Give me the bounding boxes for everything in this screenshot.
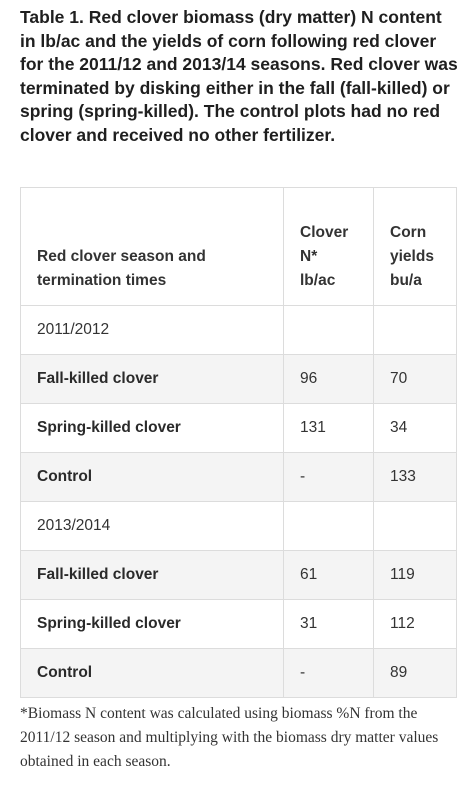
table-cell: 31 [283,599,374,649]
table-cell [373,501,457,551]
data-row: Spring-killed clover 131 34 [20,403,457,453]
header-line: yields [390,248,434,265]
header-line: lb/ac [300,272,336,289]
header-line: N* [300,248,318,265]
header-cell: Red clover season and termination times [20,187,284,306]
table-cell: 96 [283,354,374,404]
header-cell: Corn yields bu/a [373,187,457,306]
group-row: 2013/2014 [20,501,457,551]
table-cell: 119 [373,550,457,600]
group-row: 2011/2012 [20,305,457,355]
table-cell: Fall-killed clover [20,354,284,404]
data-row: Spring-killed clover 31 112 [20,599,457,649]
data-row: Control -133 [20,452,457,502]
table-cell: Fall-killed clover [20,550,284,600]
table-cell [283,305,374,355]
table-cell: 61 [283,550,374,600]
table-cell: 2013/2014 [20,501,284,551]
table-cell: 133 [373,452,457,502]
table-cell [283,501,374,551]
header-row: Red clover season and termination times Cl… [20,187,457,306]
data-row: Fall-killed clover 61 119 [20,550,457,600]
header-cell: Clover N* lb/ac [283,187,374,306]
table-cell: Control [20,452,284,502]
table-cell: Spring-killed clover [20,403,284,453]
table-cell: 89 [373,648,457,698]
header-line: bu/a [390,272,422,289]
table-cell: 70 [373,354,457,404]
table-caption: Table 1. Red clover biomass (dry matter)… [20,7,458,145]
table-cell: 131 [283,403,374,453]
header-line: Corn [390,224,427,241]
table-cell: - [283,648,374,698]
header-line: termination times [37,272,167,289]
header-line: Red clover season and [37,248,206,265]
footnote: *Biomass N content was calculated using … [20,705,439,770]
table-cell: Control [20,648,284,698]
table-cell: - [283,452,374,502]
data-row: Fall-killed clover 96 70 [20,354,457,404]
table-cell [373,305,457,355]
table-cell: 2011/2012 [20,305,284,355]
header-line: Clover [300,224,349,241]
data-row: Control -89 [20,648,457,698]
data-table: Red clover season and termination times Cl… [20,187,457,698]
table-cell: 112 [373,599,457,649]
table-cell: 34 [373,403,457,453]
table-cell: Spring-killed clover [20,599,284,649]
